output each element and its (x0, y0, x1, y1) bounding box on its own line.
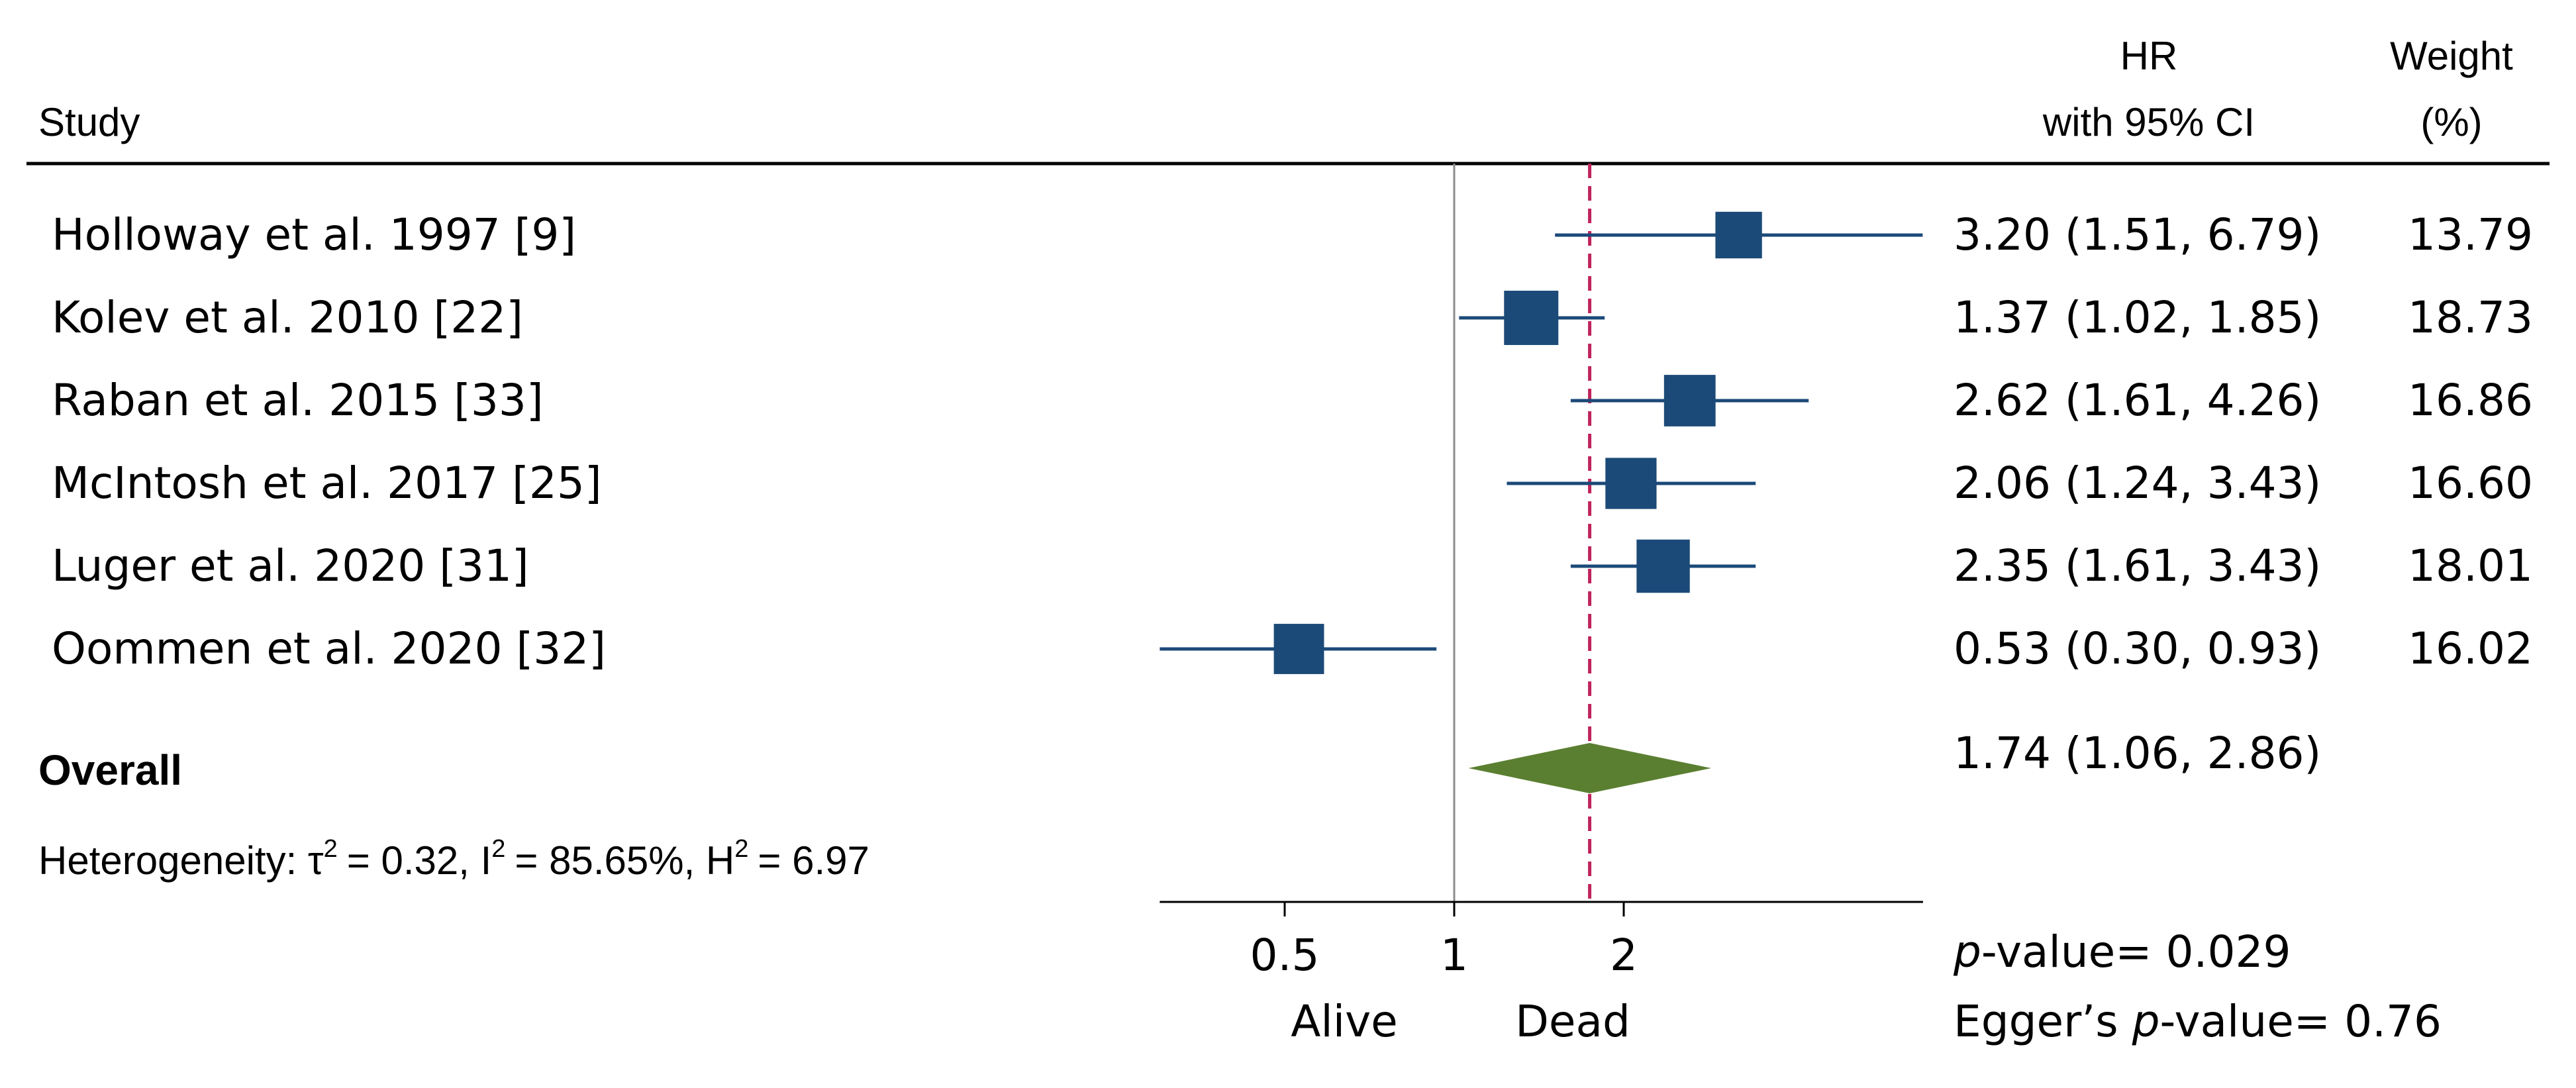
study-row: Luger et al. 2020 [31] 2.35 (1.61, 3.43) 1… (52, 539, 2533, 593)
study-row: Oommen et al. 2020 [32] 0.53 (0.30, 0.93)… (52, 623, 2533, 674)
hr-marker (1715, 211, 1762, 259)
p-value-italic: p (1953, 926, 1981, 977)
hr-ci-column-header: with 95% CI (2042, 100, 2255, 144)
study-row: Raban et al. 2015 [33] 2.62 (1.61, 4.26) 1… (52, 375, 2533, 426)
study-hr-ci: 0.53 (0.30, 0.93) (1954, 623, 2321, 674)
hr-marker (1504, 291, 1559, 345)
hr-column-header: HR (2120, 34, 2178, 78)
study-weight: 16.86 (2408, 375, 2533, 426)
study-label: Kolev et al. 2010 [22] (52, 292, 523, 343)
hr-marker (1636, 539, 1690, 593)
weight-column-header: Weight (2390, 34, 2513, 78)
study-label: Luger et al. 2020 [31] (52, 540, 529, 591)
weight-pct-column-header: (%) (2420, 100, 2482, 144)
study-weight: 16.02 (2408, 623, 2533, 674)
study-hr-ci: 2.62 (1.61, 4.26) (1954, 375, 2321, 426)
study-weight: 18.73 (2408, 292, 2533, 343)
egger-p-italic: p (2132, 996, 2160, 1047)
study-label: Raban et al. 2015 [33] (52, 375, 544, 426)
study-hr-ci: 1.37 (1.02, 1.85) (1954, 292, 2321, 343)
hr-marker (1273, 624, 1324, 674)
tau-sq-sup: 2 (324, 835, 338, 863)
study-row: Kolev et al. 2010 [22] 1.37 (1.02, 1.85) 1… (52, 291, 2533, 345)
study-weight: 18.01 (2408, 540, 2533, 591)
heterogeneity-h-value: = 6.97 (758, 838, 869, 883)
study-row: Holloway et al. 1997 [9] 3.20 (1.51, 6.79… (52, 209, 2533, 260)
x-tick-label: 2 (1610, 930, 1638, 981)
study-row: McIntosh et al. 2017 [25] 2.06 (1.24, 3.4… (52, 458, 2533, 509)
study-weight: 13.79 (2408, 209, 2533, 260)
study-column-header: Study (38, 100, 140, 144)
overall-diamond (1468, 743, 1712, 793)
study-label: Holloway et al. 1997 [9] (52, 209, 576, 260)
x-tick-label: 0.5 (1250, 930, 1320, 981)
i-sq-sup: 2 (491, 835, 505, 863)
heterogeneity-i-value: = 85.65%, H (515, 838, 734, 883)
x-label-dead: Dead (1515, 996, 1630, 1047)
study-hr-ci: 2.35 (1.61, 3.43) (1954, 540, 2321, 591)
egger-p-text: -value= 0.76 (2159, 996, 2442, 1047)
heterogeneity-stats: Heterogeneity: τ2 = 0.32, I2 = 85.65%, H2 =… (38, 835, 869, 883)
hr-marker (1605, 458, 1657, 509)
egger-prefix: Egger’s (1954, 996, 2132, 1047)
heterogeneity-tau-value: = 0.32, I (347, 838, 492, 883)
egger-p-value: Egger’s p-value= 0.76 (1954, 996, 2442, 1047)
study-hr-ci: 2.06 (1.24, 3.43) (1954, 458, 2321, 509)
study-weight: 16.60 (2408, 458, 2533, 509)
study-hr-ci: 3.20 (1.51, 6.79) (1954, 209, 2321, 260)
p-value-text: -value= 0.029 (1981, 926, 2291, 977)
overall-label: Overall (38, 746, 182, 794)
h-sq-sup: 2 (734, 835, 748, 863)
hr-marker (1663, 375, 1716, 426)
overall-hr-ci: 1.74 (1.06, 2.86) (1954, 728, 2321, 779)
heterogeneity-tau-label: Heterogeneity: τ (38, 838, 324, 883)
x-label-alive: Alive (1291, 996, 1398, 1047)
p-value: p-value= 0.029 (1953, 926, 2291, 977)
x-tick-label: 1 (1440, 930, 1468, 981)
study-label: Oommen et al. 2020 [32] (52, 623, 606, 674)
study-label: McIntosh et al. 2017 [25] (52, 458, 602, 509)
